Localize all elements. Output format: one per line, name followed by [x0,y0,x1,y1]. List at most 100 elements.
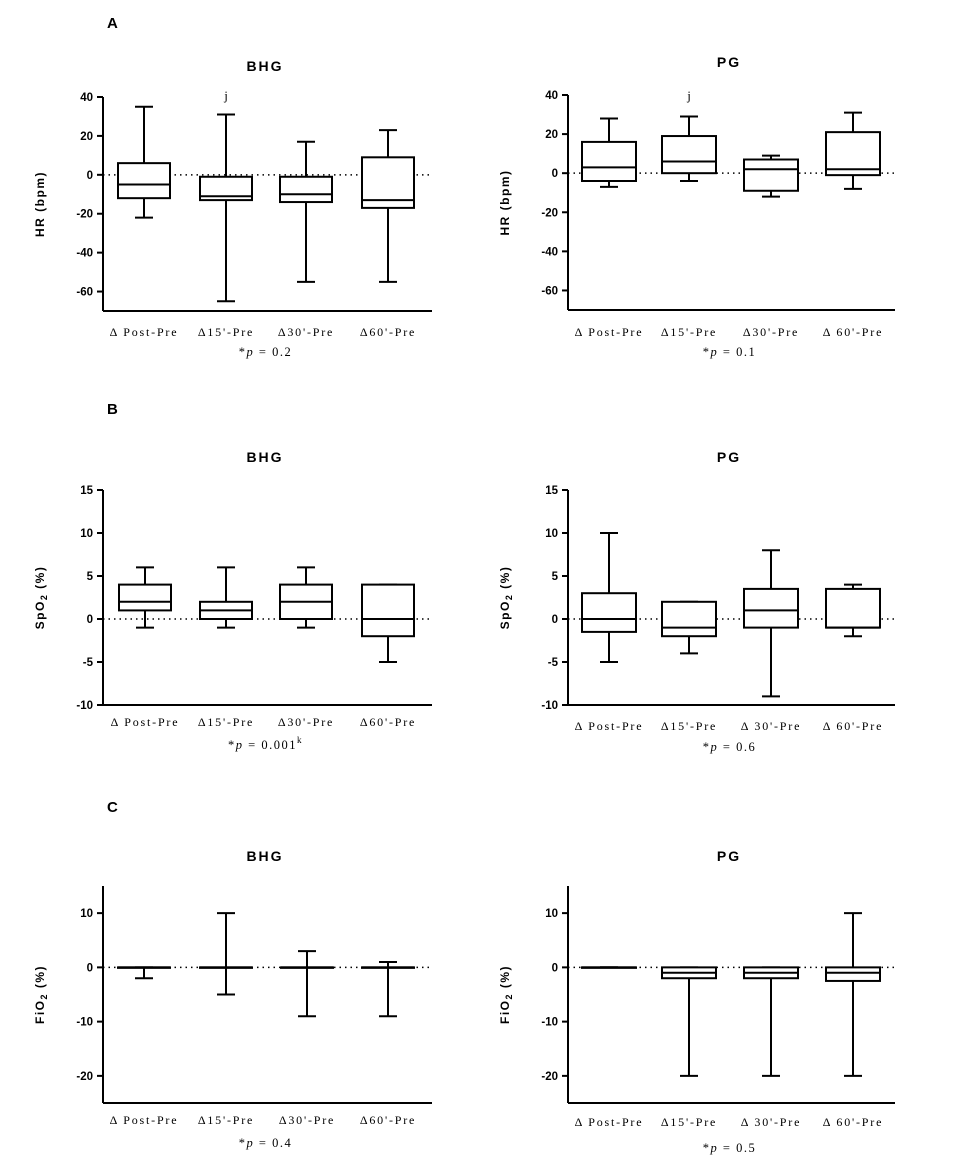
chart-title: PG [717,54,741,70]
y-axis-label: SpO2 (%) [33,566,49,630]
panel-2: PG 40 20 0 -20 -40 -60 HR (bpm) j Δ Post-Pre Δ15'-… [498,54,895,359]
iqr-box [825,131,881,177]
y-tick-label: 0 [87,962,93,974]
y-tick-label: 10 [80,908,93,920]
iqr-box [661,135,717,175]
x-tick-label: Δ15'-Pre [198,1113,254,1127]
panel-1: A BHG 40 20 0 -20 -40 -60 HR (bpm) j Δ Post-Pre Δ15… [33,15,432,359]
panel-3: B BHG 15 10 5 0 -5 -10 SpO2 (%) Δ Post-Pre Δ15'-Pr… [33,401,432,752]
y-tick-label: 10 [80,528,93,540]
iqr-box [661,600,717,638]
y-tick-label: -20 [541,207,558,219]
box-4 [361,960,415,1018]
significance-annotation: j [686,88,691,103]
y-tick-label: -10 [76,700,93,712]
x-tick-label: Δ60'-Pre [360,715,416,729]
p-value-label: *p = 0.6 [703,740,756,754]
x-tick-label: Δ30'-Pre [278,325,334,339]
y-tick-label: 20 [80,131,93,143]
y-tick-label: -10 [541,1017,558,1029]
x-tick-label: Δ15'-Pre [198,715,254,729]
y-axis-label: SpO2 (%) [498,566,514,630]
iqr-box [581,592,637,633]
p-value-label: *p = 0.2 [239,345,292,359]
iqr-box [743,587,799,629]
y-axis-label: HR (bpm) [33,171,47,237]
iqr-box [199,175,253,202]
y-tick-label: 15 [80,485,93,497]
iqr-box [361,583,415,638]
x-tick-label: Δ Post-Pre [110,1113,179,1127]
x-tick-label: Δ Post-Pre [575,1115,644,1129]
x-tick-label: Δ Post-Pre [111,715,180,729]
y-tick-label: 40 [80,92,93,104]
iqr-box [743,158,799,192]
x-tick-label: Δ 30'-Pre [741,719,801,733]
box-1 [117,966,171,980]
x-tick-label: Δ15'-Pre [661,719,717,733]
box-4 [825,912,881,1077]
chart-title: PG [717,848,741,864]
y-tick-label: 20 [545,129,558,141]
y-tick-label: 0 [552,168,558,180]
y-tick-label: -60 [76,287,93,299]
box-4 [825,583,881,638]
chart-title: BHG [246,58,283,74]
y-tick-label: -20 [541,1071,558,1083]
iqr-box [825,587,881,629]
panel-4: PG 15 10 5 0 -5 -10 SpO2 (%) Δ Post-Pre Δ15'-Pre Δ… [498,449,895,754]
box-3 [279,140,333,283]
chart-title: BHG [246,449,283,465]
p-value-label: *p = 0.4 [239,1136,292,1150]
chart-title: PG [717,449,741,465]
box-3 [743,549,799,698]
box-1 [581,966,637,969]
iqr-box [581,140,637,182]
box-2 [661,966,717,1077]
x-tick-label: Δ60'-Pre [360,325,416,339]
y-tick-label: -20 [76,1071,93,1083]
box-1 [118,566,172,629]
box-1 [117,105,171,219]
y-axis-label: FiO2 (%) [33,965,49,1024]
y-tick-label: 0 [552,962,558,974]
panel-letter: B [107,401,118,418]
box-2 [199,113,253,303]
y-tick-label: -60 [541,285,558,297]
panel-6: PG 10 0 -10 -20 FiO2 (%) Δ Post-Pre Δ15'-Pre Δ 3… [498,848,895,1155]
y-tick-label: -10 [76,1017,93,1029]
panel-letter: A [107,15,118,32]
y-tick-label: -40 [76,248,93,260]
y-tick-label: -5 [548,657,559,669]
p-value-label: *p = 0.001k [228,735,303,752]
box-2 [199,566,253,629]
x-tick-label: Δ 60'-Pre [823,1115,883,1129]
x-tick-label: Δ15'-Pre [661,1115,717,1129]
y-tick-label: -10 [541,700,558,712]
box-1 [581,532,637,663]
x-tick-label: Δ15'-Pre [198,325,254,339]
iqr-box [118,583,172,612]
x-tick-label: Δ30'-Pre [279,1113,335,1127]
y-tick-label: -20 [76,209,93,221]
y-tick-label: 0 [87,614,93,626]
y-axis-label: HR (bpm) [498,170,512,236]
x-tick-label: Δ60'-Pre [360,1113,416,1127]
box-2 [661,115,717,182]
iqr-box [825,966,881,982]
y-tick-label: -5 [83,657,94,669]
x-tick-label: Δ 60'-Pre [823,325,883,339]
box-4 [361,583,415,663]
box-3 [743,966,799,1077]
y-tick-label: -40 [541,246,558,258]
x-tick-label: Δ Post-Pre [575,719,644,733]
y-tick-label: 10 [545,908,558,920]
box-2 [199,912,253,996]
y-tick-label: 15 [545,485,558,497]
box-2 [661,600,717,655]
panel-letter: C [107,799,118,816]
iqr-box [279,175,333,204]
iqr-box [117,162,171,200]
x-tick-label: Δ30'-Pre [278,715,334,729]
significance-annotation: j [223,88,228,103]
